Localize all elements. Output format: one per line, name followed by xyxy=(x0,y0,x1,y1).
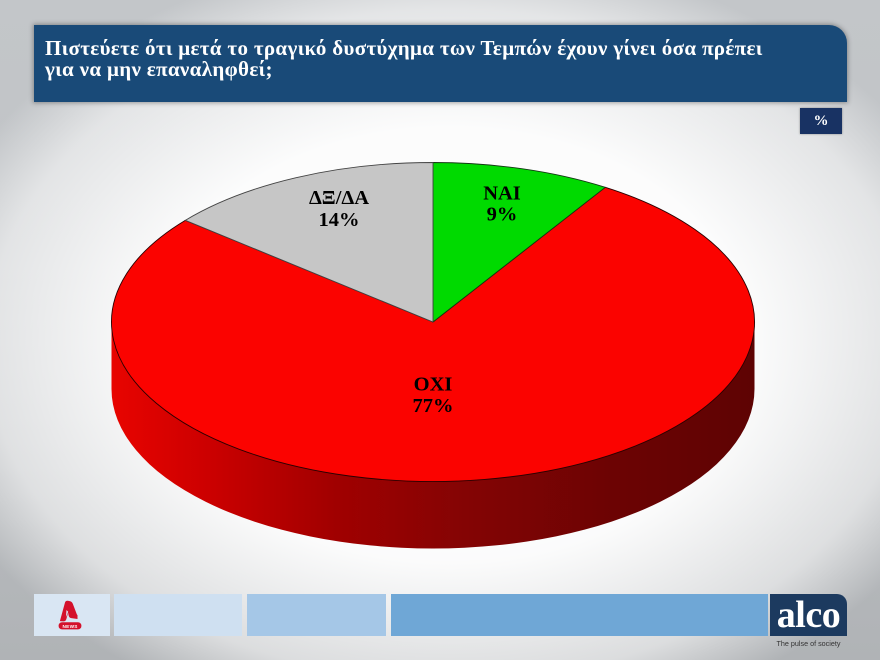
svg-text:NEWS: NEWS xyxy=(62,624,77,629)
svg-text:9%: 9% xyxy=(487,203,518,225)
svg-text:ΟΧΙ: ΟΧΙ xyxy=(414,373,453,395)
svg-text:77%: 77% xyxy=(413,395,454,417)
svg-text:ΝΑΙ: ΝΑΙ xyxy=(483,182,521,204)
svg-text:ΔΞ/ΔΑ: ΔΞ/ΔΑ xyxy=(309,187,369,209)
svg-text:14%: 14% xyxy=(319,209,360,231)
